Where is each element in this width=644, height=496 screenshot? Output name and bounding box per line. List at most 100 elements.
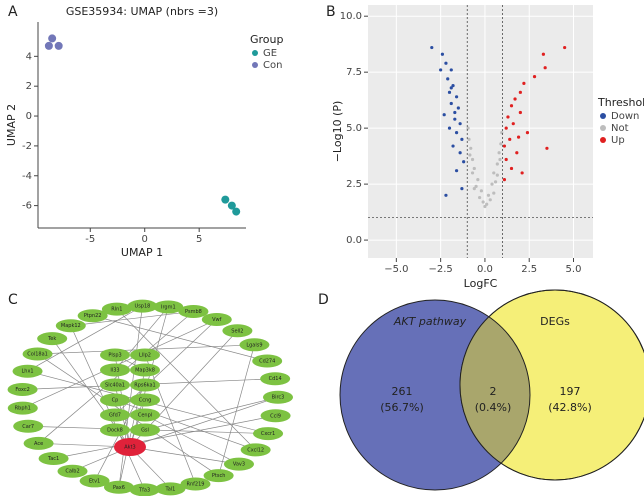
node: [201, 313, 232, 327]
node-label: Mapk12: [61, 323, 81, 329]
node-label: Ace: [34, 441, 43, 447]
node: [130, 348, 160, 362]
node-label: Ptpn22: [84, 313, 102, 319]
x-tick-label: -5: [85, 234, 95, 245]
point: [442, 113, 446, 117]
point: [439, 68, 443, 72]
legend-swatch: [600, 113, 606, 119]
point: [504, 126, 508, 130]
point: [451, 84, 455, 88]
point: [440, 52, 445, 56]
node: [127, 299, 158, 313]
edge: [92, 315, 268, 362]
region-count: 261: [392, 385, 413, 398]
panel-label: B: [326, 4, 336, 20]
node-label: Etv1: [89, 478, 100, 484]
node-label: Vwf: [212, 317, 222, 323]
point: [492, 171, 496, 175]
node: [130, 393, 160, 407]
x-tick-label: 0: [142, 234, 148, 245]
region-percent: (56.7%): [380, 401, 424, 414]
node: [252, 354, 283, 368]
node: [38, 452, 69, 466]
node: [130, 408, 160, 422]
region-count: 2: [490, 385, 497, 398]
point: [518, 110, 522, 115]
node: [100, 348, 130, 362]
point: [227, 201, 236, 210]
x-tick-label: −2.5: [428, 264, 452, 275]
node: [203, 469, 234, 483]
node: [100, 363, 130, 377]
legend-label: GE: [263, 48, 277, 59]
point: [447, 126, 452, 130]
y-tick-label: -2: [22, 141, 32, 152]
node-label: Foxc2: [15, 387, 29, 393]
panel-label: C: [8, 292, 18, 308]
point: [472, 166, 476, 171]
node: [22, 347, 53, 361]
point: [495, 173, 499, 177]
region-count: 197: [560, 385, 581, 398]
y-tick-label: -6: [22, 201, 32, 212]
point: [485, 202, 489, 206]
set-label: DEGs: [540, 315, 570, 328]
node-label: Cd14: [269, 376, 282, 382]
point: [502, 144, 507, 148]
point: [497, 151, 501, 155]
point: [509, 166, 514, 171]
point: [476, 178, 480, 182]
point: [454, 131, 459, 135]
node: [100, 408, 130, 422]
legend-label: Con: [263, 60, 282, 71]
point: [481, 200, 485, 204]
point: [498, 157, 502, 162]
legend-swatch: [600, 137, 606, 143]
node-label: Gfd7: [109, 413, 121, 419]
node: [253, 427, 284, 441]
node-label: Cd274: [259, 359, 275, 365]
x-tick-label: −5.0: [384, 264, 408, 275]
y-axis-label: UMAP 2: [5, 104, 18, 146]
node: [240, 443, 271, 457]
point: [44, 41, 53, 50]
node-label: Dock8: [107, 428, 123, 434]
point: [522, 81, 526, 85]
legend-swatch: [252, 62, 258, 68]
node-label: Plsp3: [108, 353, 121, 359]
node-label: Map3k8: [135, 368, 155, 374]
y-tick-label: -4: [22, 171, 32, 182]
point: [499, 142, 503, 146]
node: [101, 302, 132, 316]
node-label: Car7: [22, 424, 34, 430]
point: [462, 160, 466, 164]
x-tick-label: 2.5: [521, 264, 537, 275]
node-label: Psmb8: [185, 309, 202, 315]
point: [508, 137, 512, 141]
node: [260, 409, 291, 423]
legend-swatch: [252, 50, 258, 56]
point: [511, 122, 515, 126]
point: [479, 189, 483, 193]
point: [453, 117, 457, 121]
node-label: Rln1: [111, 307, 122, 313]
point: [470, 171, 475, 175]
node: [77, 309, 108, 323]
y-tick-label: 10.0: [340, 11, 362, 22]
venn-outline: [459, 289, 644, 481]
point: [502, 178, 507, 182]
node: [262, 390, 293, 404]
point: [515, 151, 519, 155]
x-tick-label: 0.0: [477, 264, 493, 275]
point: [513, 97, 517, 101]
edge: [144, 414, 240, 465]
y-tick-label: 0: [26, 111, 32, 122]
point: [430, 45, 434, 50]
point: [48, 34, 57, 43]
node: [7, 382, 38, 396]
point: [454, 95, 459, 99]
point: [470, 157, 475, 162]
point: [449, 68, 453, 72]
y-tick-label: 5.0: [346, 123, 362, 134]
